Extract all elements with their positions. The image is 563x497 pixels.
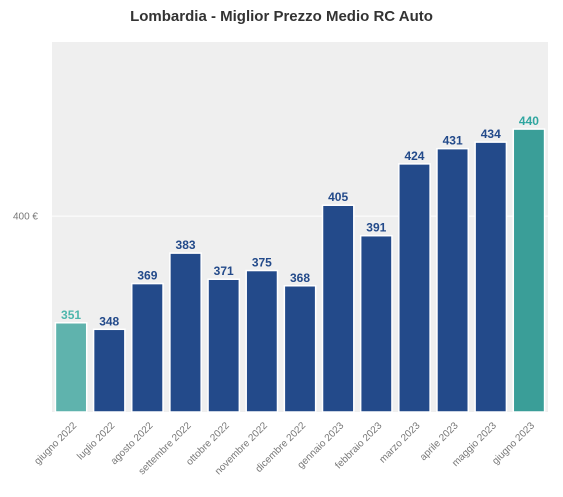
- bar: [92, 328, 126, 413]
- bar-value-label: 424: [404, 149, 424, 163]
- x-tick-label: giugno 2022: [32, 420, 79, 467]
- bar-value-label: 369: [137, 269, 157, 283]
- chart-title: Lombardia - Miglior Prezzo Medio RC Auto: [130, 8, 433, 25]
- value-labels: 351 348 369 383 371 375 368 405 391 424 431 434 440: [61, 114, 539, 328]
- bar-value-label: 383: [176, 238, 196, 252]
- bar: [54, 322, 88, 413]
- x-tick-label: marzo 2023: [377, 420, 422, 465]
- y-axis: 400 €: [13, 212, 38, 223]
- bar: [512, 128, 546, 413]
- bar-value-label: 434: [481, 127, 501, 141]
- bar: [245, 269, 279, 413]
- bar: [169, 252, 202, 413]
- bar: [359, 234, 393, 413]
- bar-value-label: 405: [328, 190, 348, 204]
- bar-value-label: 348: [99, 314, 119, 328]
- bar: [283, 285, 317, 413]
- bar-value-label: 391: [366, 221, 386, 235]
- bar: [436, 147, 470, 413]
- bar-value-label: 375: [252, 256, 272, 270]
- bar-value-label: 440: [519, 114, 539, 128]
- bar-value-label: 431: [443, 134, 463, 148]
- bars: [54, 128, 546, 413]
- bar-value-label: 351: [61, 308, 81, 322]
- bar-value-label: 371: [214, 264, 234, 278]
- bar-value-label: 368: [290, 271, 310, 285]
- bar: [474, 141, 508, 413]
- bar: [398, 163, 431, 413]
- y-tick-label: 400 €: [13, 212, 38, 223]
- bar: [321, 204, 355, 413]
- bar: [130, 282, 164, 413]
- bar: [207, 278, 241, 413]
